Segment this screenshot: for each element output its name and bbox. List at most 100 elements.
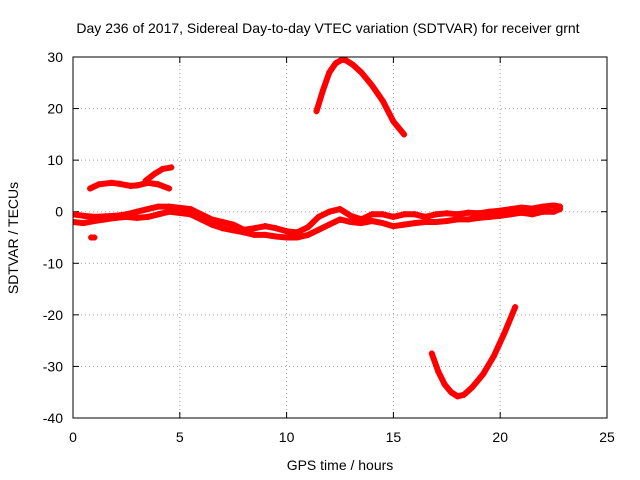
data-point bbox=[168, 164, 175, 171]
x-tick-label: 15 bbox=[386, 429, 402, 445]
series-arc-upper bbox=[313, 57, 408, 138]
data-point bbox=[422, 213, 429, 220]
data-point bbox=[294, 229, 301, 236]
data-point bbox=[230, 221, 237, 228]
data-point bbox=[187, 206, 194, 213]
y-tick-label: 20 bbox=[47, 101, 63, 117]
data-point bbox=[401, 131, 408, 138]
data-point bbox=[512, 304, 519, 311]
data-point bbox=[441, 381, 448, 388]
data-point bbox=[379, 211, 386, 218]
data-point bbox=[142, 177, 149, 184]
data-point bbox=[486, 213, 493, 220]
data-point bbox=[480, 371, 487, 378]
data-point bbox=[401, 221, 408, 228]
data-point bbox=[155, 181, 162, 188]
data-point bbox=[390, 213, 397, 220]
data-point bbox=[337, 206, 343, 213]
data-point bbox=[443, 217, 450, 224]
data-point bbox=[390, 223, 397, 230]
data-point bbox=[379, 220, 386, 227]
data-point bbox=[319, 87, 326, 94]
data-point bbox=[159, 165, 166, 172]
data-point bbox=[123, 213, 130, 220]
data-point bbox=[151, 171, 158, 178]
data-point bbox=[454, 393, 461, 400]
data-point bbox=[134, 214, 141, 221]
y-tick-label: 30 bbox=[47, 49, 63, 65]
data-point bbox=[127, 182, 134, 189]
data-point bbox=[401, 211, 408, 218]
x-tick-label: 5 bbox=[176, 429, 184, 445]
series-dense-band-top bbox=[73, 202, 564, 236]
data-point bbox=[465, 216, 472, 223]
data-point bbox=[91, 217, 98, 224]
data-point bbox=[332, 60, 339, 67]
data-point bbox=[198, 216, 205, 223]
data-point bbox=[326, 221, 333, 228]
data-point bbox=[369, 211, 376, 218]
y-tick-label: 0 bbox=[55, 204, 63, 220]
y-tick-label: -20 bbox=[43, 307, 63, 323]
data-point bbox=[272, 225, 279, 232]
data-point bbox=[550, 208, 557, 215]
series-line bbox=[142, 164, 175, 184]
data-point bbox=[557, 206, 564, 213]
data-point bbox=[411, 211, 418, 218]
data-point bbox=[166, 203, 173, 210]
data-point bbox=[155, 203, 162, 210]
y-tick-label: -30 bbox=[43, 358, 63, 374]
data-point bbox=[144, 213, 151, 220]
data-point bbox=[550, 202, 557, 209]
data-point bbox=[539, 208, 546, 215]
y-tick-label: -10 bbox=[43, 255, 63, 271]
data-point bbox=[460, 391, 467, 398]
series-arc-lower bbox=[428, 304, 519, 400]
data-point bbox=[219, 219, 226, 226]
data-point bbox=[411, 220, 418, 227]
data-point bbox=[501, 329, 508, 336]
data-point bbox=[283, 228, 290, 235]
data-point bbox=[251, 225, 258, 232]
data-point bbox=[369, 82, 376, 89]
data-point bbox=[73, 211, 76, 218]
data-point bbox=[304, 224, 311, 231]
data-point bbox=[490, 353, 497, 360]
data-point bbox=[497, 207, 504, 214]
data-point bbox=[539, 203, 546, 210]
data-point bbox=[80, 220, 87, 227]
data-point bbox=[262, 231, 269, 238]
data-point bbox=[469, 384, 476, 391]
data-point bbox=[433, 211, 440, 218]
data-point bbox=[262, 223, 269, 230]
data-point bbox=[108, 179, 115, 186]
data-point bbox=[313, 108, 320, 115]
data-point bbox=[326, 208, 333, 215]
data-point bbox=[315, 226, 322, 233]
data-point bbox=[507, 206, 514, 213]
series-line bbox=[73, 206, 563, 241]
data-point bbox=[347, 212, 354, 219]
chart-title: Day 236 of 2017, Sidereal Day-to-day VTE… bbox=[76, 20, 579, 36]
data-point bbox=[428, 350, 435, 357]
series-line bbox=[73, 202, 563, 236]
series-dense-band-bottom bbox=[73, 206, 564, 241]
data-point bbox=[326, 69, 333, 76]
data-point bbox=[422, 219, 429, 226]
data-point bbox=[155, 211, 162, 218]
data-point bbox=[379, 97, 386, 104]
data-point bbox=[230, 227, 237, 234]
y-axis-label: SDTVAR / TECUs bbox=[5, 182, 21, 294]
data-point bbox=[95, 181, 102, 188]
data-point bbox=[518, 209, 525, 216]
data-point bbox=[475, 214, 482, 221]
series-upper-rise-early bbox=[142, 164, 175, 184]
data-point bbox=[358, 220, 365, 227]
data-point bbox=[166, 185, 173, 192]
y-tick-label: 10 bbox=[47, 152, 63, 168]
data-point bbox=[529, 205, 536, 212]
data-point bbox=[339, 57, 346, 63]
data-point bbox=[219, 225, 226, 232]
